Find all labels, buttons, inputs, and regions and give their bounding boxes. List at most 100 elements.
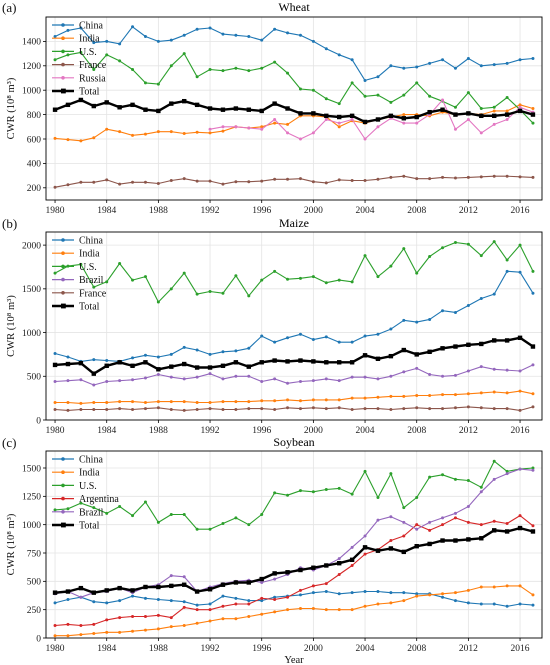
- data-point: [104, 363, 109, 368]
- data-point: [195, 408, 199, 412]
- data-point: [376, 395, 380, 399]
- data-point: [260, 127, 264, 131]
- series-us: [53, 459, 535, 531]
- series-india: [53, 389, 535, 405]
- data-point: [492, 292, 496, 296]
- data-point: [79, 26, 83, 30]
- data-point: [273, 177, 277, 181]
- data-point: [518, 369, 522, 373]
- data-point: [92, 180, 96, 184]
- data-point: [337, 406, 341, 410]
- data-point: [324, 281, 328, 285]
- data-point: [156, 355, 160, 359]
- data-point: [208, 127, 212, 131]
- legend-label: U.S.: [79, 47, 97, 58]
- data-point: [402, 93, 406, 97]
- data-point: [479, 365, 483, 369]
- data-point: [427, 109, 432, 115]
- data-point: [505, 407, 509, 411]
- data-point: [376, 407, 380, 411]
- data-point: [156, 613, 160, 617]
- data-point: [531, 363, 535, 367]
- data-point: [324, 377, 328, 381]
- data-point: [453, 511, 457, 515]
- data-point: [518, 389, 522, 393]
- y-tick-label: 1200: [22, 62, 41, 72]
- x-tick-label: 1996: [252, 426, 271, 436]
- data-point: [402, 370, 406, 374]
- y-tick-label: 750: [27, 549, 42, 559]
- series-brazil: [53, 467, 535, 599]
- data-point: [156, 584, 161, 590]
- y-tick-label: 1250: [22, 493, 41, 503]
- data-point: [492, 338, 497, 343]
- data-point: [131, 356, 135, 360]
- data-point: [389, 394, 393, 398]
- data-point: [466, 520, 470, 524]
- data-point: [531, 56, 535, 60]
- data-point: [233, 580, 239, 585]
- data-point: [273, 340, 277, 344]
- data-point: [66, 634, 70, 638]
- data-point: [285, 570, 290, 575]
- data-point: [53, 634, 57, 638]
- data-point: [376, 177, 380, 181]
- data-point: [363, 94, 367, 98]
- data-point: [376, 518, 380, 522]
- data-point: [505, 469, 509, 473]
- series-us: [53, 50, 535, 125]
- data-point: [518, 602, 522, 606]
- data-point: [169, 352, 173, 356]
- data-point: [286, 608, 290, 612]
- data-point: [260, 512, 264, 516]
- data-point: [504, 112, 510, 117]
- data-point: [207, 587, 213, 592]
- legend-label: India: [79, 468, 100, 479]
- data-point: [428, 593, 432, 597]
- data-point: [234, 400, 238, 404]
- data-point: [78, 360, 84, 366]
- data-point: [402, 318, 406, 322]
- data-point: [79, 262, 83, 266]
- data-point: [92, 67, 96, 71]
- data-point: [53, 271, 57, 275]
- data-point: [479, 107, 483, 110]
- data-point: [208, 131, 212, 135]
- data-point: [156, 130, 160, 134]
- data-point: [337, 398, 341, 402]
- data-point: [337, 573, 341, 577]
- data-point: [453, 105, 457, 109]
- data-point: [207, 106, 213, 111]
- data-point: [221, 377, 225, 381]
- y-tick-label: 1400: [22, 38, 41, 48]
- data-point: [337, 557, 341, 561]
- data-point: [492, 459, 496, 463]
- data-point: [492, 407, 496, 411]
- data-point: [466, 369, 470, 373]
- data-point: [92, 631, 96, 635]
- data-point: [182, 377, 186, 381]
- data-point: [389, 472, 393, 476]
- data-point: [414, 114, 419, 120]
- data-point: [518, 105, 522, 109]
- data-point: [131, 408, 135, 412]
- data-point: [260, 66, 264, 70]
- data-point: [311, 490, 315, 494]
- data-point: [221, 594, 225, 598]
- data-point: [363, 469, 367, 473]
- x-tick-label: 1984: [97, 426, 116, 436]
- data-point: [131, 378, 135, 382]
- x-tick-label: 2016: [511, 426, 530, 436]
- data-point: [505, 391, 509, 395]
- series-china: [53, 590, 535, 608]
- y-tick-label: 2000: [22, 241, 41, 251]
- data-point: [182, 605, 186, 609]
- data-point: [466, 342, 471, 347]
- data-point: [402, 599, 406, 603]
- data-point: [79, 408, 83, 412]
- data-point: [402, 394, 406, 398]
- data-point: [466, 478, 470, 482]
- data-point: [65, 361, 71, 367]
- data-point: [286, 177, 290, 181]
- data-point: [441, 407, 445, 411]
